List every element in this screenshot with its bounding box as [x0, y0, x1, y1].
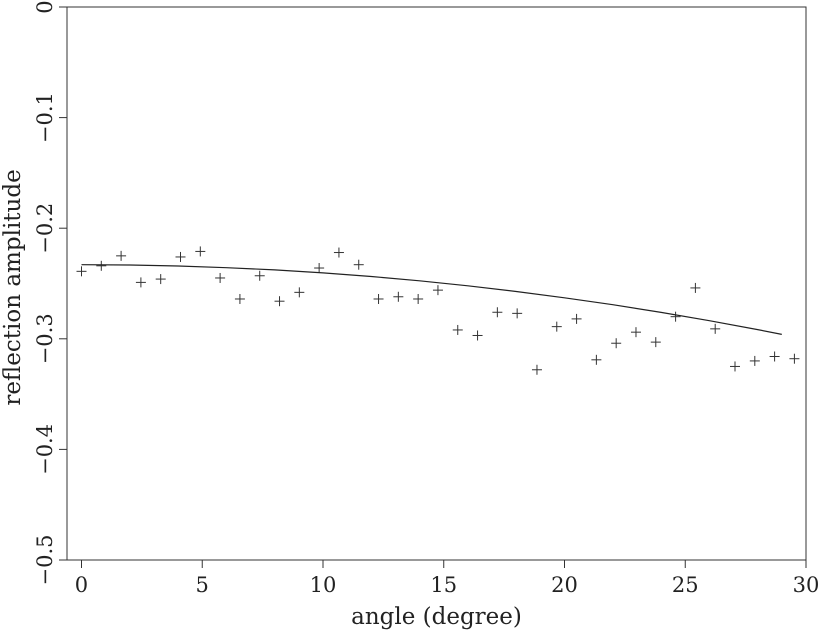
y-tick-label: −0.5 [33, 535, 57, 586]
data-point-marker [195, 246, 206, 257]
data-point-marker [531, 364, 542, 375]
data-point-marker [353, 259, 364, 270]
data-point-marker [116, 250, 127, 261]
data-point-marker [96, 260, 107, 271]
data-point-marker [135, 277, 146, 288]
data-point-marker [254, 270, 265, 281]
y-tick-label: −0.4 [33, 424, 57, 475]
data-point-marker [294, 287, 305, 298]
data-point-marker [630, 327, 641, 338]
x-tick-label: 25 [672, 573, 699, 597]
data-point-marker [710, 323, 721, 334]
y-tick-label: −0.1 [33, 92, 57, 143]
data-point-marker [314, 263, 325, 274]
x-tick-label: 30 [793, 573, 820, 597]
x-tick-label: 10 [310, 573, 337, 597]
x-tick-label: 20 [551, 573, 578, 597]
data-point-marker [274, 296, 285, 307]
data-point-marker [333, 247, 344, 258]
data-point-marker [432, 285, 443, 296]
data-point-marker [472, 330, 483, 341]
data-point-marker [769, 351, 780, 362]
x-axis-label: angle (degree) [351, 604, 522, 630]
x-axis-ticks: 0 5 10 15 20 25 30 [75, 560, 820, 597]
data-point-marker [512, 308, 523, 319]
data-point-marker [611, 338, 622, 349]
y-tick-label: −0.3 [33, 313, 57, 364]
data-point-marker [690, 282, 701, 293]
y-tick-label: 0 [33, 0, 57, 13]
data-point-marker [492, 307, 503, 318]
data-point-marker [551, 321, 562, 332]
y-tick-label: −0.2 [33, 203, 57, 254]
data-point-marker [175, 251, 186, 262]
data-point-marker [591, 354, 602, 365]
data-point-marker [234, 293, 245, 304]
data-series [76, 246, 800, 375]
x-tick-label: 15 [430, 573, 457, 597]
data-point-marker [789, 353, 800, 364]
data-point-marker [452, 324, 463, 335]
data-point-marker [155, 274, 166, 285]
x-tick-label: 0 [75, 573, 88, 597]
y-axis-ticks: 0 −0.1 −0.2 −0.3 −0.4 −0.5 [33, 0, 67, 586]
data-point-marker [393, 291, 404, 302]
y-axis-label: reflection amplitude [0, 169, 26, 405]
x-tick-label: 5 [196, 573, 209, 597]
data-point-marker [650, 337, 661, 348]
data-point-marker [670, 311, 681, 322]
data-point-marker [729, 361, 740, 372]
data-point-marker [749, 355, 760, 366]
data-point-marker [215, 272, 226, 283]
data-point-marker [76, 266, 87, 277]
data-point-marker [373, 293, 384, 304]
plot-frame [66, 6, 807, 561]
data-point-marker [571, 313, 582, 324]
fit-line [81, 264, 782, 335]
data-point-marker [413, 293, 424, 304]
